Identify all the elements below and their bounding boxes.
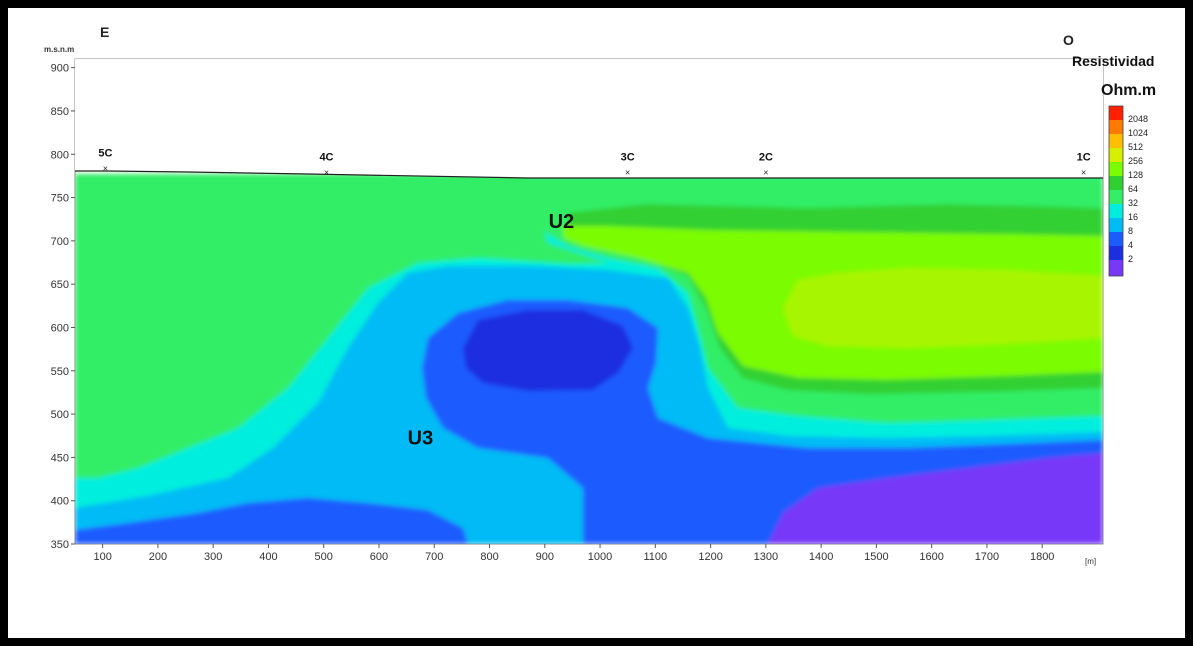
x-tick-label: 1600 bbox=[919, 551, 943, 563]
y-tick-label: 400 bbox=[51, 496, 69, 508]
station-marker-icon: × bbox=[763, 168, 768, 178]
unit-label: U2 bbox=[549, 211, 575, 233]
x-tick-label: 800 bbox=[480, 551, 498, 563]
station-marker-icon: × bbox=[625, 168, 630, 178]
colorbar-title: Resistividad bbox=[1072, 53, 1154, 69]
colorbar-label: 128 bbox=[1128, 170, 1143, 180]
colorbar-swatch bbox=[1109, 232, 1123, 246]
unit-labels: U2 U3 bbox=[408, 211, 575, 450]
station-markers: 5C × 4C × 3C × 2C × 1C × bbox=[98, 147, 1090, 177]
resistivity-contours bbox=[75, 59, 1103, 544]
x-tick-label: 900 bbox=[536, 551, 554, 563]
colorbar-label: 16 bbox=[1128, 212, 1138, 222]
station-label: 5C bbox=[98, 147, 112, 159]
x-tick-label: 300 bbox=[204, 551, 222, 563]
resistivity-section-chart: m.s.n.m E O [m] Resistividad Ohm.m 100 20… bbox=[44, 24, 1156, 566]
station-marker-icon: × bbox=[103, 163, 108, 173]
y-tick-label: 900 bbox=[51, 63, 69, 75]
sky-above-surface bbox=[75, 59, 1103, 178]
x-tick-label: 200 bbox=[149, 551, 167, 563]
x-tick-label: 1200 bbox=[698, 551, 722, 563]
x-tick-label: 1300 bbox=[754, 551, 778, 563]
colorbar-swatch bbox=[1109, 106, 1123, 120]
y-tick-label: 500 bbox=[51, 409, 69, 421]
colorbar-label: 4 bbox=[1128, 240, 1133, 250]
colorbar-label: 2048 bbox=[1128, 114, 1148, 124]
colorbar-border bbox=[1108, 105, 1124, 277]
station-marker-icon: × bbox=[324, 168, 329, 178]
station-label: 3C bbox=[621, 152, 635, 164]
colorbar-label: 1024 bbox=[1128, 128, 1148, 138]
colorbar-swatch bbox=[1109, 204, 1123, 218]
orientation-left-label: E bbox=[100, 24, 109, 40]
y-tick-label: 450 bbox=[51, 452, 69, 464]
x-tick-label: 1800 bbox=[1030, 551, 1054, 563]
x-tick-label: 400 bbox=[259, 551, 277, 563]
x-tick-label: 1700 bbox=[975, 551, 999, 563]
colorbar: 2048 1024 512 256 128 64 32 16 8 4 2 bbox=[1108, 105, 1148, 277]
station-label: 2C bbox=[759, 152, 773, 164]
contour-green-left bbox=[75, 174, 608, 478]
x-tick-label: 600 bbox=[370, 551, 388, 563]
colorbar-swatch bbox=[1109, 176, 1123, 190]
y-tick-label: 600 bbox=[51, 322, 69, 334]
colorbar-swatch bbox=[1109, 148, 1123, 162]
colorbar-label: 256 bbox=[1128, 156, 1143, 166]
y-tick-label: 650 bbox=[51, 279, 69, 291]
x-tick-label: 1500 bbox=[864, 551, 888, 563]
x-tick-label: 500 bbox=[315, 551, 333, 563]
colorbar-label: 32 bbox=[1128, 198, 1138, 208]
figure-frame: m.s.n.m E O [m] Resistividad Ohm.m 100 20… bbox=[8, 8, 1185, 638]
contour-blue-lower-left bbox=[75, 498, 468, 544]
contour-darkblue bbox=[463, 310, 633, 391]
y-tick-label: 800 bbox=[51, 149, 69, 161]
y-axis-ticks: 350 400 450 500 550 600 650 700 750 800 850 900 bbox=[51, 63, 75, 551]
colorbar-swatch bbox=[1109, 218, 1123, 232]
colorbar-unit: Ohm.m bbox=[1101, 82, 1156, 99]
y-tick-label: 350 bbox=[51, 539, 69, 551]
x-axis-label: [m] bbox=[1085, 557, 1096, 566]
y-tick-label: 750 bbox=[51, 193, 69, 205]
colorbar-swatch bbox=[1109, 190, 1123, 204]
x-tick-label: 700 bbox=[425, 551, 443, 563]
station-label: 1C bbox=[1077, 152, 1091, 164]
x-axis-ticks: 100 200 300 400 500 600 700 800 900 1000 1100 1200 1… bbox=[93, 544, 1054, 563]
y-tick-label: 850 bbox=[51, 106, 69, 118]
y-axis-label: m.s.n.m bbox=[44, 45, 74, 54]
station-marker-icon: × bbox=[1081, 168, 1086, 178]
colorbar-swatch bbox=[1109, 162, 1123, 176]
colorbar-swatch bbox=[1109, 134, 1123, 148]
topographic-surface-line bbox=[75, 170, 1103, 179]
y-tick-label: 550 bbox=[51, 366, 69, 378]
colorbar-swatch bbox=[1109, 246, 1123, 260]
contour-purple bbox=[768, 453, 1103, 544]
x-tick-label: 1100 bbox=[643, 551, 667, 563]
unit-label: U3 bbox=[408, 427, 434, 449]
station-label: 4C bbox=[319, 152, 333, 164]
colorbar-label: 2 bbox=[1128, 254, 1133, 264]
x-tick-label: 1400 bbox=[809, 551, 833, 563]
contour-yellowgreen bbox=[783, 268, 1103, 348]
colorbar-label: 8 bbox=[1128, 226, 1133, 236]
colorbar-swatch bbox=[1109, 260, 1123, 276]
y-tick-label: 700 bbox=[51, 236, 69, 248]
orientation-right-label: O bbox=[1063, 32, 1074, 48]
colorbar-swatch bbox=[1109, 120, 1123, 134]
colorbar-label: 512 bbox=[1128, 142, 1143, 152]
x-tick-label: 1000 bbox=[588, 551, 612, 563]
x-tick-label: 100 bbox=[93, 551, 111, 563]
colorbar-label: 64 bbox=[1128, 184, 1138, 194]
